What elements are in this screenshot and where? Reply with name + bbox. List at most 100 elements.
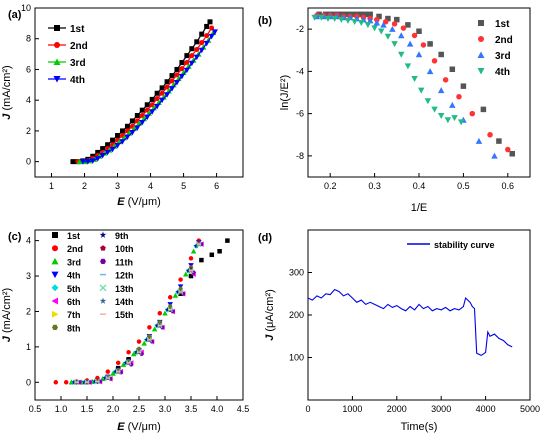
data-point xyxy=(385,15,391,22)
data-point xyxy=(126,349,131,355)
data-point xyxy=(420,42,427,48)
y-axis-label: ln(J/E²) xyxy=(279,75,291,110)
legend-marker xyxy=(52,324,58,330)
data-point xyxy=(442,77,449,83)
data-point xyxy=(208,33,215,40)
data-point xyxy=(178,73,185,80)
data-point xyxy=(104,149,111,156)
x-tick-label: 3.5 xyxy=(185,404,198,414)
data-point xyxy=(63,380,69,385)
series-8th xyxy=(74,240,202,385)
data-point xyxy=(194,46,200,52)
data-point xyxy=(114,143,121,149)
data-point xyxy=(190,248,197,254)
data-point xyxy=(424,98,432,105)
legend-label: 8th xyxy=(67,323,81,333)
data-point xyxy=(157,320,163,325)
data-point xyxy=(95,375,100,381)
data-point xyxy=(167,295,173,300)
data-point xyxy=(147,334,152,339)
y-axis: 0 1 2 3 4 xyxy=(26,236,39,387)
data-point xyxy=(391,21,398,27)
legend-marker xyxy=(52,310,59,318)
data-point xyxy=(203,40,210,47)
data-point xyxy=(331,15,338,22)
data-point xyxy=(457,119,465,126)
series-15th xyxy=(74,243,202,384)
data-point xyxy=(174,66,180,72)
series-line xyxy=(307,288,513,357)
data-point xyxy=(209,25,215,31)
data-point xyxy=(174,72,180,78)
x-tick-label: 1000 xyxy=(342,404,362,414)
data-point xyxy=(164,92,171,98)
legend-marker xyxy=(477,68,485,75)
data-point xyxy=(209,252,215,258)
data-point xyxy=(169,86,176,92)
data-point xyxy=(183,271,189,277)
legend-marker xyxy=(99,231,107,238)
data-point xyxy=(112,368,119,374)
legend-label: 14th xyxy=(115,297,134,307)
x-tick-label: 0.6 xyxy=(502,181,515,191)
data-point xyxy=(198,47,205,54)
data-point xyxy=(417,87,425,94)
legend-marker xyxy=(51,257,59,265)
y-tick-label: -4 xyxy=(296,66,304,76)
data-point xyxy=(358,20,365,27)
data-point xyxy=(405,22,411,28)
x-tick-label: 1.0 xyxy=(55,404,68,414)
legend-label: 2nd xyxy=(67,244,83,254)
x-tick-label: 0.2 xyxy=(324,181,337,191)
data-point xyxy=(141,340,147,346)
panel-label: (c) xyxy=(8,231,22,243)
legend: 1st 2nd 3rd 4th xyxy=(48,24,88,86)
legend-label: stability curve xyxy=(434,240,495,250)
data-point xyxy=(99,152,106,159)
data-point xyxy=(129,118,135,124)
series-3rd xyxy=(313,13,498,159)
x-tick-label: 5000 xyxy=(520,404,540,414)
series-13th xyxy=(73,241,202,386)
data-point xyxy=(175,289,181,295)
data-point xyxy=(178,286,183,291)
data-point xyxy=(100,146,106,152)
x-tick-label: 0.4 xyxy=(413,181,426,191)
legend: stability curve xyxy=(407,240,495,250)
data-point xyxy=(438,51,444,58)
legend-marker xyxy=(478,20,484,26)
data-point xyxy=(345,11,351,18)
data-point xyxy=(367,11,373,18)
legend-marker xyxy=(51,271,59,279)
data-point xyxy=(371,25,378,32)
legend-marker xyxy=(53,58,61,65)
data-point xyxy=(188,60,195,67)
panel-label: (b) xyxy=(258,15,272,27)
series-line xyxy=(77,27,213,163)
legend-label: 3rd xyxy=(70,58,86,69)
panel-label: (d) xyxy=(258,232,272,244)
legend-label: 6th xyxy=(67,297,81,307)
data-point xyxy=(170,81,177,88)
data-point xyxy=(185,267,192,273)
data-point xyxy=(115,133,121,139)
data-point xyxy=(105,142,111,148)
data-point xyxy=(411,32,418,39)
data-point xyxy=(70,159,76,165)
data-point xyxy=(475,137,483,144)
legend-label: 1st xyxy=(67,231,80,241)
data-point xyxy=(178,277,183,282)
series-line xyxy=(79,32,214,163)
data-point xyxy=(358,11,365,18)
data-point xyxy=(115,360,121,366)
data-point xyxy=(110,370,116,376)
data-point xyxy=(404,63,412,70)
x-tick-label: 2.5 xyxy=(133,404,146,414)
data-point xyxy=(172,292,179,298)
data-point xyxy=(149,96,155,102)
legend-label: 5th xyxy=(67,284,81,294)
y-axis-label: J (mA/cm²) xyxy=(1,288,13,342)
legend-marker xyxy=(54,42,60,48)
data-point xyxy=(411,76,418,83)
data-point xyxy=(199,31,205,37)
